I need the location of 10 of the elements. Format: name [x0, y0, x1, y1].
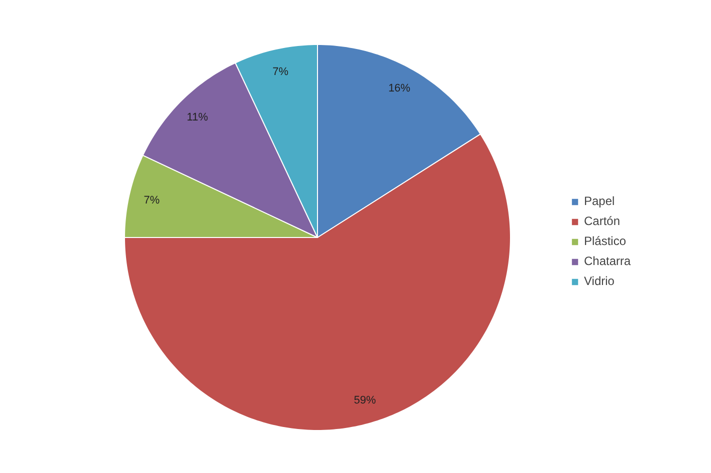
legend-label: Cartón	[584, 214, 620, 228]
legend-label: Vidrio	[584, 274, 614, 288]
data-label: 59%	[354, 394, 376, 407]
data-label: 16%	[388, 82, 411, 95]
legend-label: Papel	[584, 194, 615, 208]
legend-label: Chatarra	[584, 254, 631, 268]
data-label: 7%	[272, 66, 289, 78]
data-label: 11%	[186, 111, 208, 124]
legend-label: Plástico	[584, 234, 626, 248]
data-label: 7%	[144, 194, 160, 206]
